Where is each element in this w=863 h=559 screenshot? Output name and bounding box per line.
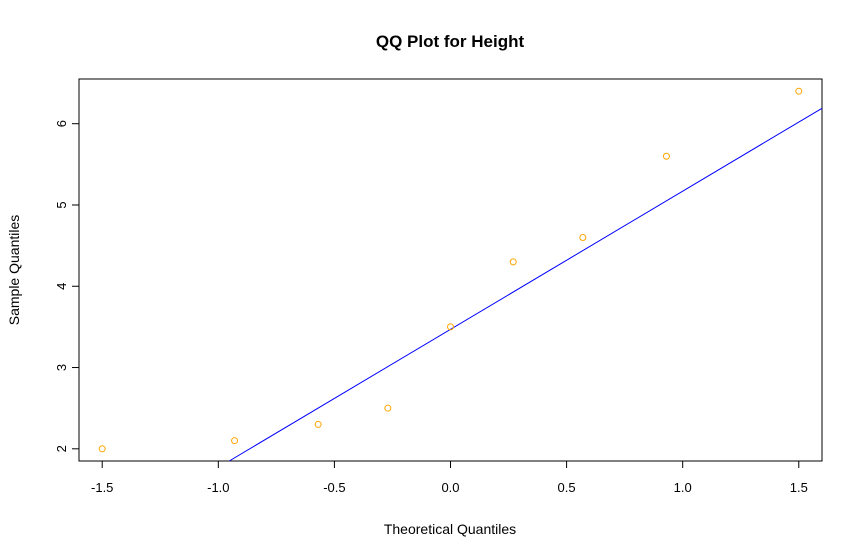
reference-line-group xyxy=(228,107,823,462)
chart-title: QQ Plot for Height xyxy=(376,32,525,51)
y-tick-label: 6 xyxy=(54,120,69,127)
y-axis: 2 3 4 5 6 xyxy=(54,120,80,452)
data-point xyxy=(579,233,587,241)
data-point xyxy=(509,258,517,266)
data-point xyxy=(98,445,106,453)
x-tick-label: -1.5 xyxy=(91,480,113,495)
y-tick-label: 2 xyxy=(54,445,69,452)
x-tick-label: -1.0 xyxy=(207,480,229,495)
reference-line xyxy=(228,107,823,462)
x-tick-label: 0.5 xyxy=(558,480,576,495)
y-tick-label: 3 xyxy=(54,364,69,371)
plot-frame xyxy=(78,78,823,462)
y-tick-label: 5 xyxy=(54,201,69,208)
data-point xyxy=(795,87,803,95)
data-point xyxy=(384,404,392,412)
y-tick-label: 4 xyxy=(54,283,69,290)
data-point xyxy=(231,437,239,445)
x-tick-label: 1.5 xyxy=(790,480,808,495)
data-point xyxy=(447,323,454,331)
y-axis-label: Sample Quantiles xyxy=(6,215,22,326)
x-axis-label: Theoretical Quantiles xyxy=(384,521,516,537)
x-tick-label: 1.0 xyxy=(674,480,692,495)
data-points xyxy=(98,87,803,453)
data-point xyxy=(662,152,670,160)
data-point xyxy=(314,420,322,428)
x-tick-label: 0.0 xyxy=(441,480,459,495)
x-axis: -1.5 -1.0 -0.5 0.0 0.5 1.0 1.5 xyxy=(91,460,808,495)
x-tick-label: -0.5 xyxy=(323,480,345,495)
